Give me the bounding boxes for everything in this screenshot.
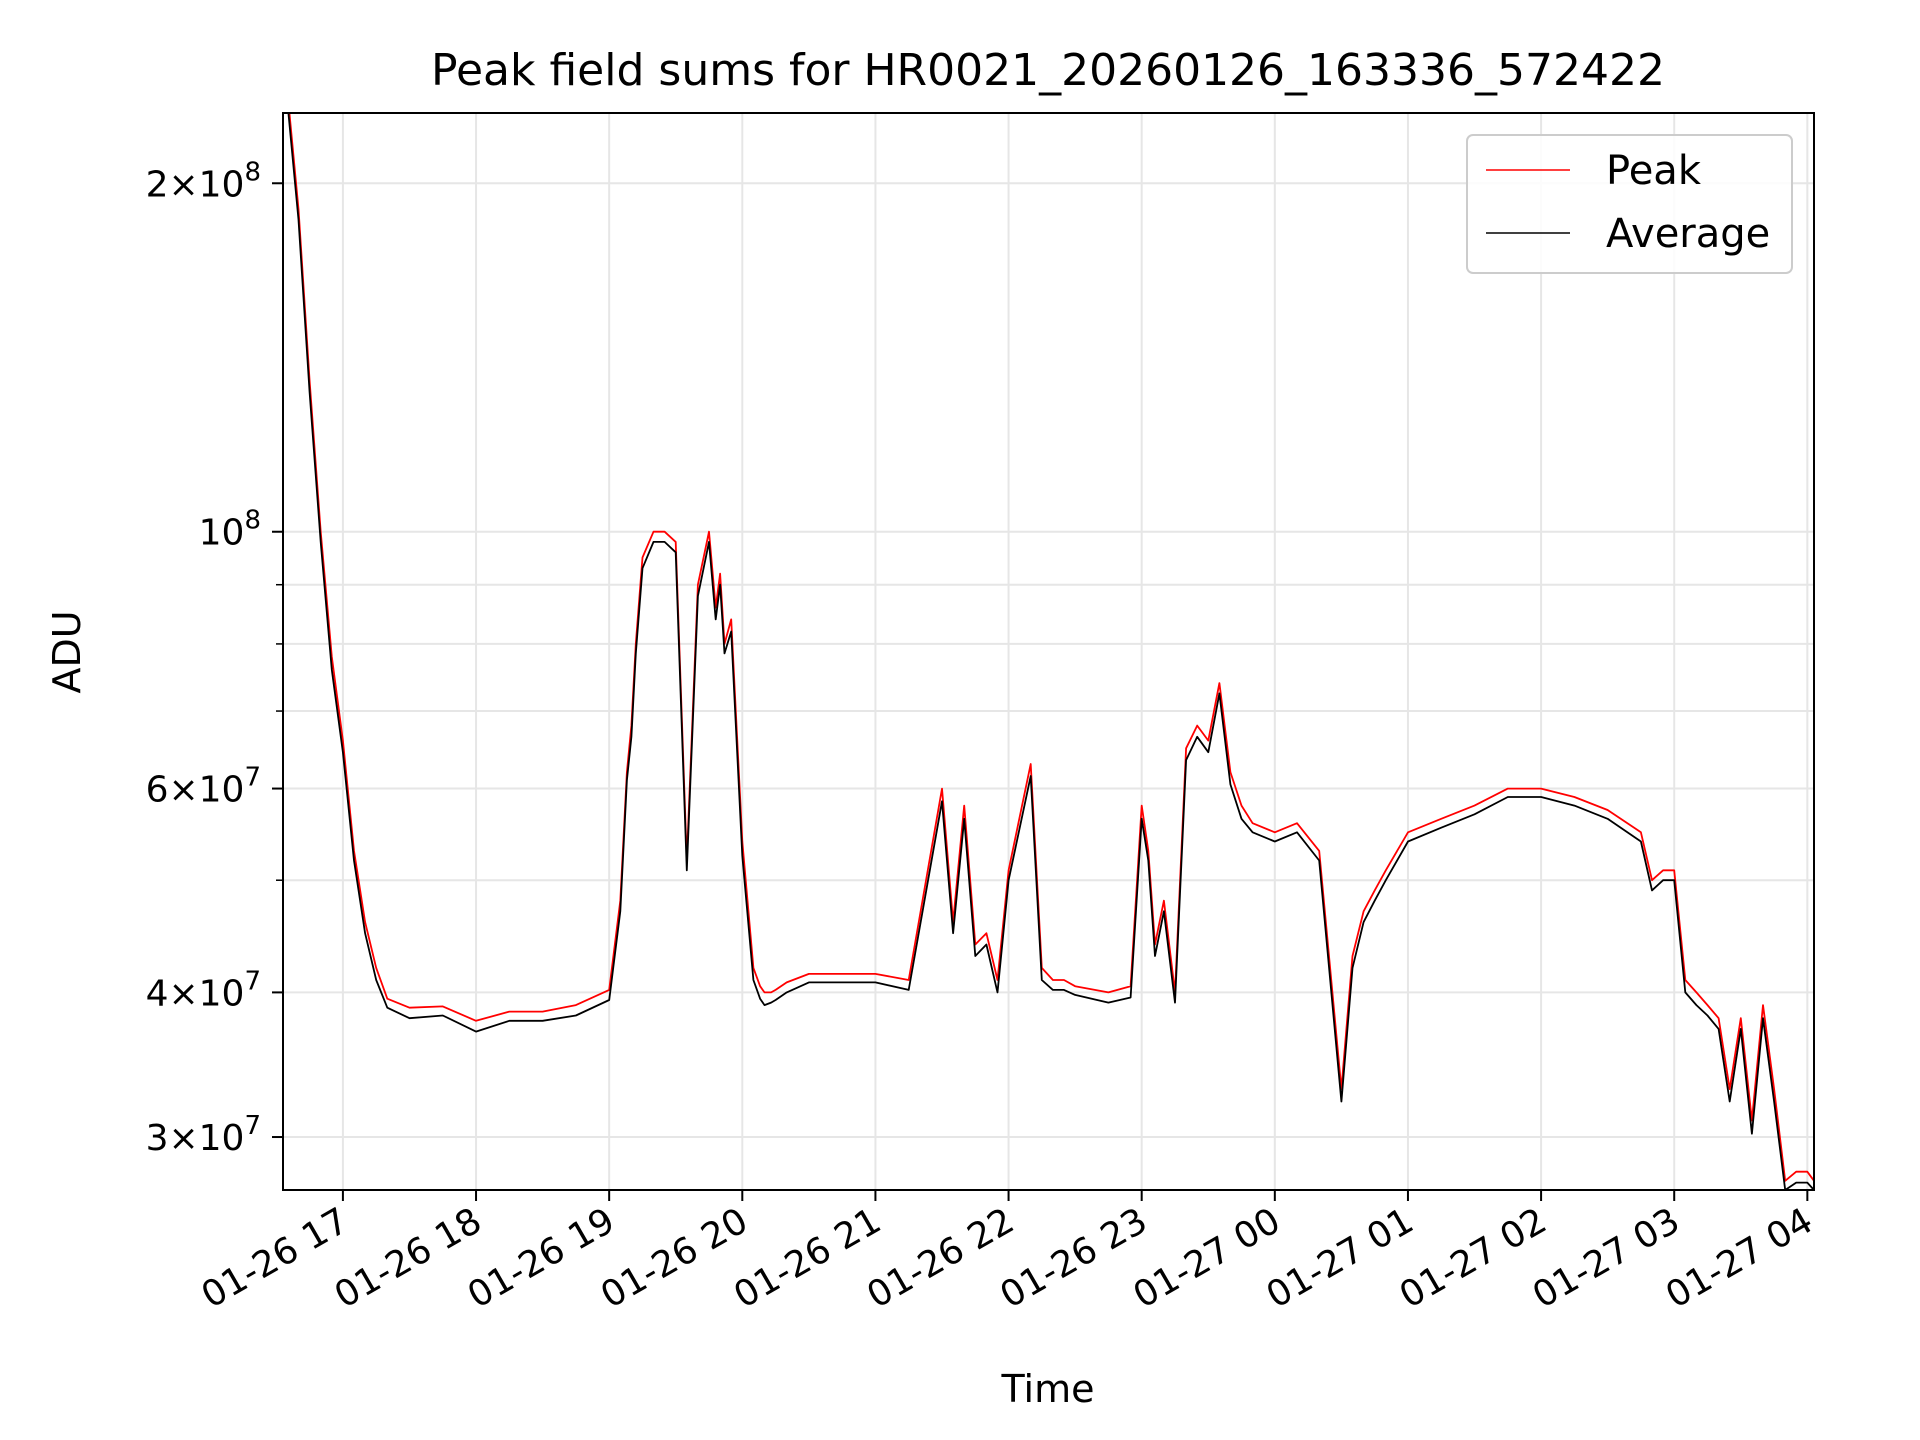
grid <box>283 113 1814 1190</box>
y-tick-label: 108 <box>199 506 261 554</box>
legend-label-average: Average <box>1606 211 1770 257</box>
y-tick-label: 2×108 <box>146 157 261 205</box>
y-axis: 3×107 4×107 6×107 108 2×108 <box>146 157 283 1159</box>
legend-label-peak: Peak <box>1606 148 1702 194</box>
y-tick-label: 4×107 <box>146 966 261 1014</box>
plot-frame <box>282 112 1815 1191</box>
y-tick-label: 3×107 <box>146 1111 261 1159</box>
series-line-peak <box>288 113 1814 1182</box>
y-axis-label: ADU <box>45 610 89 693</box>
series-layer <box>287 113 1814 1190</box>
chart-title: Peak field sums for HR0021_20260126_1633… <box>431 45 1665 96</box>
series-line-average <box>287 113 1814 1190</box>
x-axis-label: Time <box>1001 1367 1095 1411</box>
legend: Peak Average <box>1466 134 1793 274</box>
y-tick-label: 6×107 <box>146 763 261 811</box>
